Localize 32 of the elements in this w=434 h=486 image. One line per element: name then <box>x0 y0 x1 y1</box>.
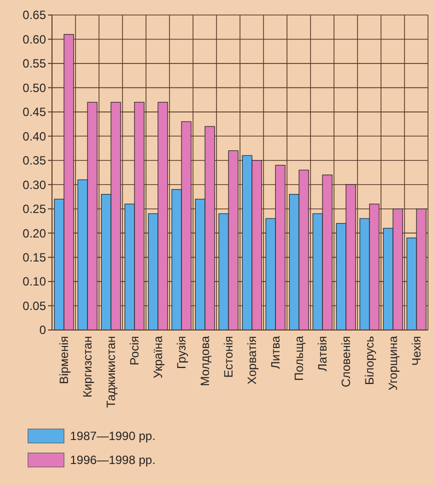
y-tick-label: 0.55 <box>22 56 46 71</box>
y-tick-label: 0.50 <box>22 80 46 95</box>
y-tick-label: 0 <box>39 323 46 338</box>
y-tick-label: 0.40 <box>22 129 46 144</box>
y-tick-label: 0.05 <box>22 298 46 313</box>
x-tick-label: Україна <box>150 336 165 378</box>
legend-label: 1987—1990 рр. <box>70 429 156 444</box>
y-tick-label: 0.30 <box>22 178 46 192</box>
x-tick-label: Росія <box>127 336 142 366</box>
x-tick-label: Киргизстан <box>80 336 94 398</box>
x-tick-label: Молдова <box>198 336 212 386</box>
x-tick-label: Білорусь <box>362 336 376 386</box>
x-tick-label: Вірменія <box>56 336 71 384</box>
legend-label: 1996—1998 рр. <box>70 453 156 468</box>
x-tick-label: Польща <box>292 336 306 381</box>
y-tick-label: 0.65 <box>22 8 46 22</box>
y-tick-label: 0.35 <box>22 154 46 168</box>
x-tick-label: Таджикистан <box>104 336 118 408</box>
y-tick-label: 0.60 <box>22 32 46 46</box>
y-tick-label: 0.15 <box>22 250 46 265</box>
x-tick-label: Естонія <box>221 336 236 378</box>
x-tick-label: Словенія <box>338 336 353 388</box>
y-tick-label: 0.10 <box>22 274 46 289</box>
y-tick-label: 0.20 <box>22 226 46 240</box>
x-tick-label: Угорщина <box>386 336 400 390</box>
x-tick-label: Грузія <box>174 336 188 370</box>
y-tick-label: 0.25 <box>22 202 46 216</box>
x-tick-label: Чехія <box>409 336 424 366</box>
x-tick-label: Литва <box>268 336 282 369</box>
x-tick-label: Хорватія <box>244 336 259 385</box>
y-tick-label: 0.45 <box>22 105 46 120</box>
x-tick-label: Латвія <box>315 336 330 372</box>
